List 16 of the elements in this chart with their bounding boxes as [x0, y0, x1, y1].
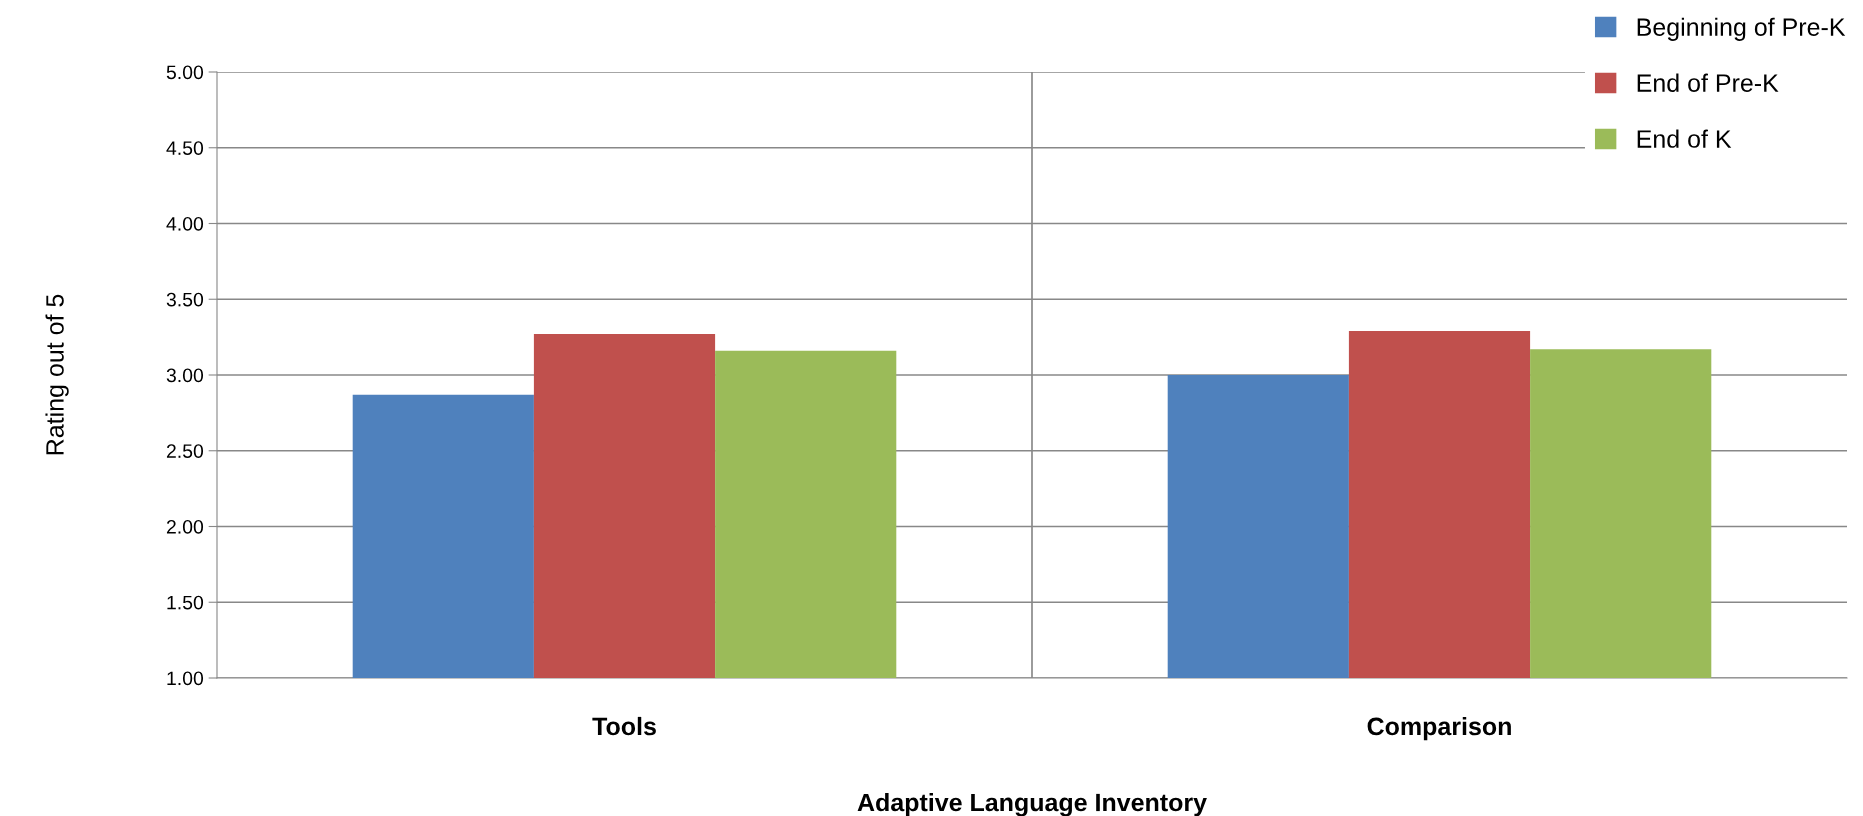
legend-label: Beginning of Pre-K [1637, 17, 1846, 41]
y-tick-label: 2.00 [166, 519, 204, 534]
y-tick-label: 5.00 [166, 65, 204, 80]
y-tick-label: 2.50 [166, 444, 204, 458]
x-tick-label: Tools [592, 716, 656, 736]
y-tick-label: 3.00 [166, 368, 204, 383]
legend-label: End of Pre-K [1637, 73, 1779, 92]
legend-label: End of K [1637, 129, 1732, 148]
y-tick-label: 1.00 [167, 671, 204, 686]
x-tick-label: Comparison [1367, 716, 1511, 741]
y-tick-label: 1.50 [167, 595, 204, 610]
y-tick-label: 4.50 [166, 141, 204, 155]
y-tick-label: 3.50 [166, 292, 204, 307]
y-tick-label: 4.00 [166, 216, 204, 231]
x-axis-title: Adaptive Language Inventory [857, 792, 1207, 816]
y-axis-title: Rating out of 5 [45, 294, 69, 455]
